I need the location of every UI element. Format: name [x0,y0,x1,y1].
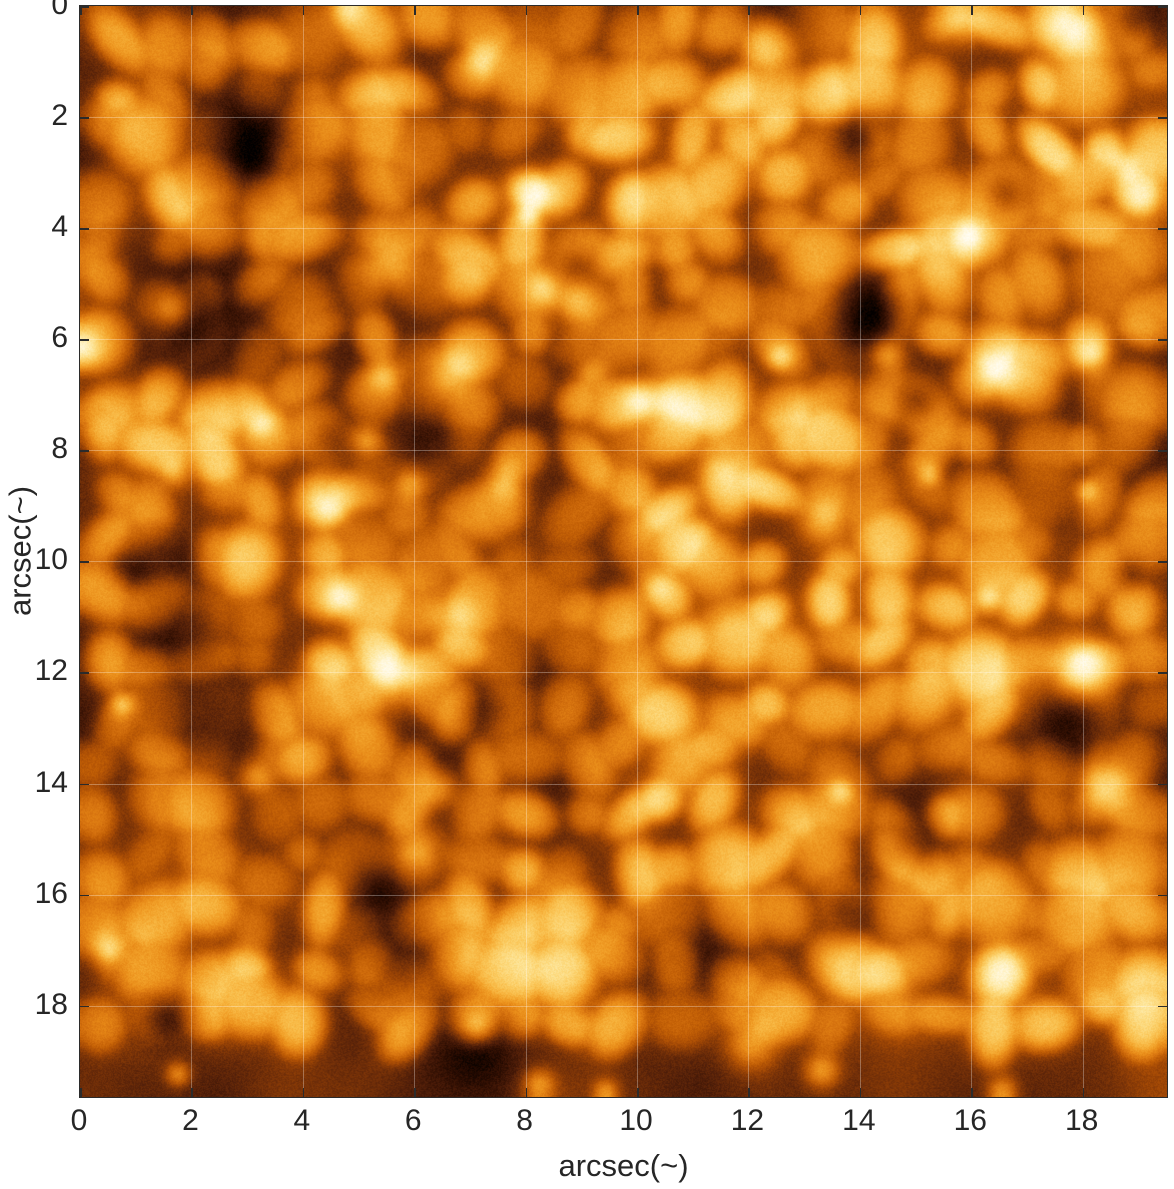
x-tick-label: 8 [516,1104,533,1137]
y-tick-label: 4 [51,210,68,244]
y-tick-label: 16 [34,876,68,910]
y-tick-label: 0 [51,0,68,21]
y-axis-label: arcsec(~) [2,485,38,617]
y-tick-label: 2 [51,99,68,133]
x-tick-label: 14 [842,1104,876,1137]
y-tick-label: 18 [34,987,68,1021]
y-tick-label: 6 [51,321,68,355]
y-tick-label: 14 [34,765,68,799]
x-tick-label: 4 [293,1104,311,1137]
heatmap-plot-area[interactable] [79,5,1168,1098]
x-tick-label: 2 [182,1104,199,1137]
granulation-image [80,6,1167,1097]
x-tick-label: 0 [70,1104,88,1137]
y-tick-label: 10 [34,543,68,577]
y-tick-label: 12 [34,654,68,688]
x-tick-label: 10 [619,1104,653,1137]
x-tick-label: 12 [730,1104,765,1137]
x-tick-label: 16 [953,1104,987,1137]
x-axis-label: arcsec(~) [558,1148,689,1183]
y-tick-label: 8 [51,432,68,466]
x-tick-label: 6 [404,1104,422,1137]
x-tick-label: 18 [1064,1104,1099,1137]
